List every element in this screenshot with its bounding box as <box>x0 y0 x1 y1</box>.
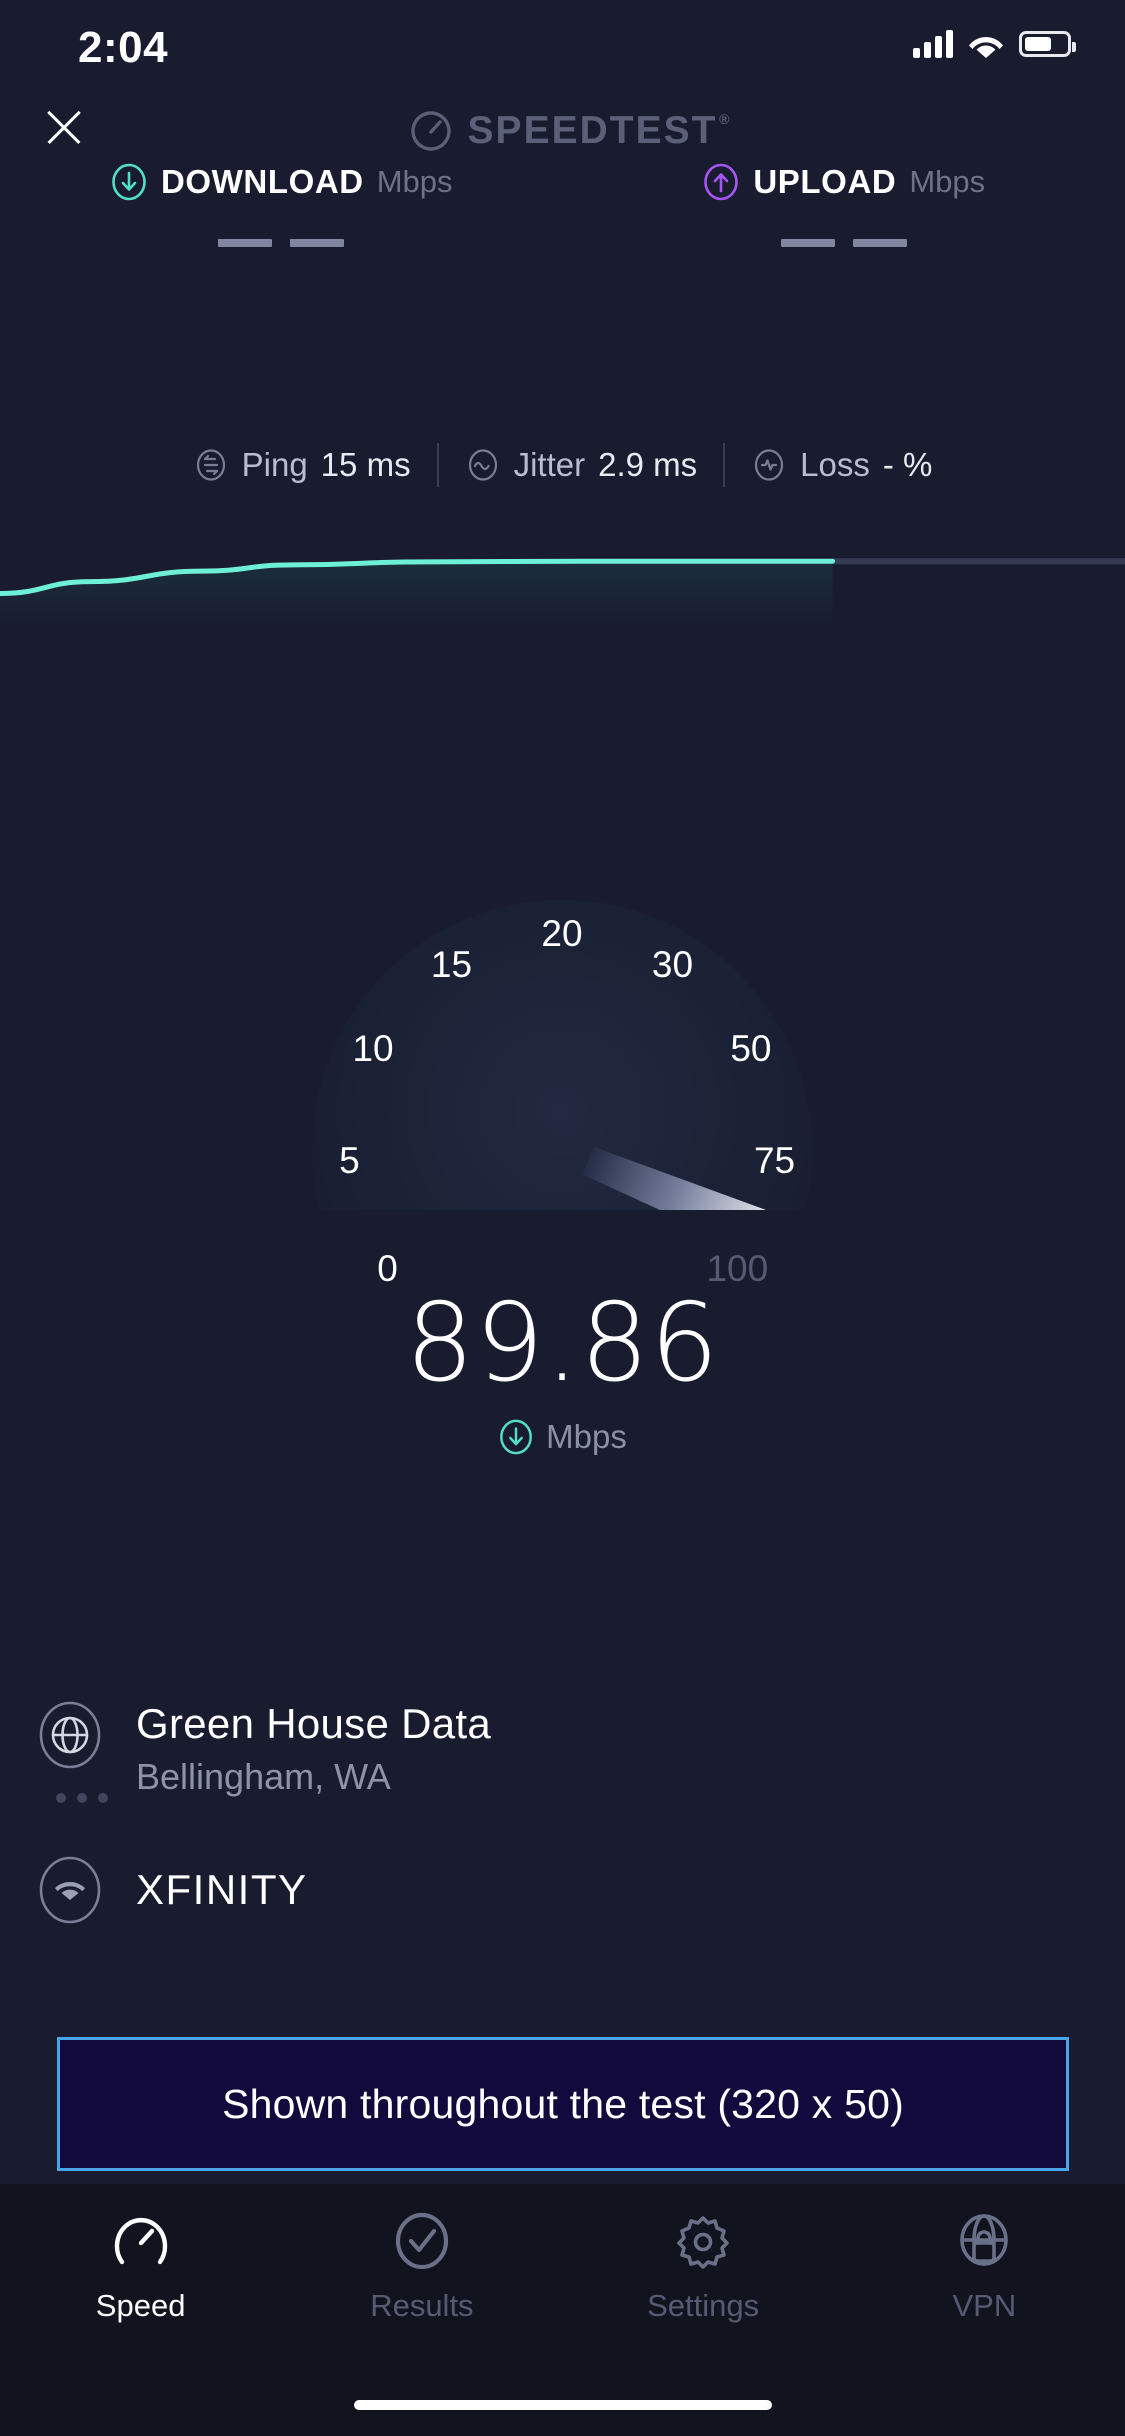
ping-label: Ping <box>241 446 308 483</box>
check-circle-icon <box>395 2212 448 2270</box>
cellular-signal-icon <box>913 30 953 58</box>
progress-line-chart <box>0 505 1125 625</box>
tab-settings[interactable]: Settings <box>563 2184 844 2354</box>
wifi-circle-icon <box>39 1856 101 1924</box>
loss-value: - % <box>882 446 933 483</box>
status-bar-indicators <box>913 30 1076 58</box>
upload-summary: UPLOAD Mbps <box>563 163 1125 247</box>
gauge-readout: 89.86 Mbps <box>0 1290 1125 1456</box>
download-arrow-icon <box>112 163 146 201</box>
download-arrow-icon <box>500 1419 533 1455</box>
gauge-tick-15: 15 <box>430 943 473 985</box>
ping-metric: Ping 15 ms <box>167 446 437 484</box>
download-value-placeholder <box>218 239 345 247</box>
gauge-tick-75: 75 <box>753 1139 796 1181</box>
divider <box>436 443 439 487</box>
brand-trademark: ® <box>719 111 732 127</box>
isp-name: XFINITY <box>136 1866 308 1913</box>
download-header: DOWNLOAD Mbps <box>110 163 453 201</box>
globe-lock-icon <box>960 2214 1009 2266</box>
tab-speed[interactable]: Speed <box>0 2184 281 2354</box>
download-unit: Mbps <box>376 164 453 199</box>
tab-results-label: Results <box>370 2288 474 2323</box>
gauge-tick-30: 30 <box>651 943 694 985</box>
upload-unit: Mbps <box>909 164 986 199</box>
loss-icon <box>755 449 784 481</box>
ping-icon <box>196 449 225 481</box>
jitter-label: Jitter <box>513 446 586 483</box>
gauge-tick-20: 20 <box>541 913 583 954</box>
jitter-icon <box>468 449 497 481</box>
ping-value: 15 ms <box>320 446 411 483</box>
upload-value-placeholder <box>780 239 907 247</box>
server-location: Bellingham, WA <box>136 1756 391 1797</box>
ad-banner-text: Shown throughout the test (320 x 50) <box>222 2080 904 2127</box>
server-text: Green House Data Bellingham, WA <box>136 1700 491 1798</box>
gear-icon <box>677 2216 729 2269</box>
jitter-value: 2.9 ms <box>598 446 698 483</box>
current-speed-unit-row: Mbps <box>0 1418 1125 1456</box>
tab-vpn[interactable]: VPN <box>844 2184 1125 2354</box>
speedometer-icon <box>114 2217 167 2265</box>
gauge-tick-10: 10 <box>352 1027 394 1069</box>
gauge-tick-100: 100 <box>706 1248 769 1290</box>
tab-speed-label: Speed <box>95 2288 186 2323</box>
current-speed-value: 89.86 <box>405 1281 720 1406</box>
loss-metric: Loss - % <box>725 446 958 484</box>
tab-settings-label: Settings <box>647 2288 760 2323</box>
gauge-needle <box>582 1146 767 1210</box>
tab-results[interactable]: Results <box>281 2184 562 2354</box>
connection-quality-row: Ping 15 ms Jitter 2.9 ms Loss - % <box>0 443 1125 487</box>
more-dots-icon[interactable] <box>56 1793 108 1803</box>
server-name: Green House Data <box>136 1700 491 1747</box>
wifi-icon <box>969 37 1003 58</box>
download-label: DOWNLOAD <box>160 163 364 200</box>
home-indicator <box>353 2400 772 2410</box>
download-summary: DOWNLOAD Mbps <box>0 163 563 247</box>
gauge-tick-0: 0 <box>377 1248 398 1290</box>
status-bar: 2:04 <box>0 0 1125 95</box>
upload-header: UPLOAD Mbps <box>702 163 985 201</box>
isp-row[interactable]: XFINITY <box>38 1855 308 1925</box>
divider <box>723 443 726 487</box>
battery-icon <box>1019 31 1076 57</box>
speedometer-icon <box>410 111 451 151</box>
jitter-metric: Jitter 2.9 ms <box>439 446 724 484</box>
tab-vpn-label: VPN <box>952 2288 1017 2323</box>
upload-arrow-icon <box>704 163 739 201</box>
bottom-tab-bar: Speed Results Settings <box>0 2184 1125 2436</box>
progress-chart-svg <box>0 558 1125 625</box>
status-bar-time: 2:04 <box>78 23 169 72</box>
globe-icon <box>39 1701 101 1769</box>
gauge-tick-5: 5 <box>339 1139 360 1181</box>
current-speed-unit: Mbps <box>546 1418 627 1455</box>
brand-name: SPEEDTEST ® <box>467 109 732 152</box>
gauge-tick-50: 50 <box>730 1027 772 1069</box>
brand-logo: SPEEDTEST ® <box>0 108 1125 154</box>
upload-label: UPLOAD <box>753 163 897 200</box>
loss-label: Loss <box>800 446 870 483</box>
ad-banner[interactable]: Shown throughout the test (320 x 50) <box>57 2037 1069 2171</box>
test-server-row[interactable]: Green House Data Bellingham, WA <box>38 1700 491 1798</box>
speed-summary-row: DOWNLOAD Mbps UPLOAD Mbps <box>0 163 1125 247</box>
